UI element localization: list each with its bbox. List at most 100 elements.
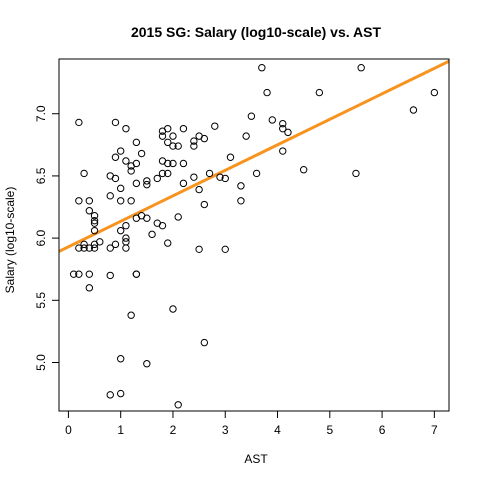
data-point bbox=[90, 216, 99, 225]
data-point bbox=[111, 153, 120, 161]
y-tick-label: 5.5 bbox=[34, 292, 48, 309]
data-point bbox=[106, 271, 114, 280]
chart-title: 2015 SG: Salary (log10-scale) vs. AST bbox=[131, 24, 381, 40]
data-point bbox=[179, 124, 188, 133]
data-point bbox=[85, 197, 94, 205]
data-point bbox=[143, 177, 151, 185]
data-point bbox=[148, 230, 156, 239]
data-point bbox=[85, 207, 94, 215]
data-point bbox=[132, 270, 141, 278]
data-point bbox=[216, 173, 224, 181]
data-point bbox=[190, 173, 198, 181]
data-point bbox=[80, 244, 88, 252]
data-point bbox=[90, 244, 99, 252]
data-point bbox=[111, 118, 120, 127]
data-point bbox=[169, 132, 177, 140]
data-point bbox=[315, 88, 324, 97]
data-point bbox=[190, 137, 198, 145]
data-point bbox=[106, 244, 114, 252]
data-point bbox=[75, 197, 83, 205]
data-point bbox=[116, 147, 125, 155]
data-point bbox=[75, 270, 83, 278]
data-point bbox=[164, 159, 172, 168]
data-point bbox=[85, 270, 94, 278]
data-point bbox=[90, 212, 99, 220]
data-point bbox=[132, 179, 141, 188]
data-point bbox=[195, 185, 203, 194]
data-point bbox=[279, 124, 287, 133]
x-tick-label: 0 bbox=[65, 423, 72, 437]
data-point bbox=[127, 197, 135, 205]
data-point bbox=[279, 119, 287, 128]
data-point bbox=[158, 221, 167, 230]
data-point bbox=[90, 226, 99, 235]
data-point bbox=[137, 149, 146, 158]
data-point bbox=[190, 142, 198, 150]
data-point bbox=[122, 221, 130, 230]
data-point bbox=[357, 64, 365, 72]
x-tick-label: 7 bbox=[431, 423, 438, 437]
data-point bbox=[242, 132, 250, 140]
data-point bbox=[200, 200, 209, 209]
x-tick-label: 4 bbox=[274, 423, 281, 437]
data-point bbox=[169, 142, 177, 150]
data-point bbox=[164, 239, 172, 247]
data-point bbox=[69, 270, 78, 278]
data-point bbox=[200, 338, 209, 347]
data-point bbox=[106, 391, 114, 399]
data-point bbox=[122, 124, 130, 133]
data-point bbox=[221, 174, 229, 183]
data-point bbox=[111, 174, 120, 183]
data-point bbox=[247, 112, 256, 120]
data-point bbox=[409, 106, 418, 114]
data-point bbox=[263, 88, 271, 97]
fit-line-layer bbox=[59, 59, 449, 253]
data-point bbox=[116, 184, 125, 193]
data-point bbox=[153, 174, 161, 183]
data-point bbox=[211, 122, 219, 130]
data-point bbox=[80, 240, 88, 249]
data-point bbox=[132, 138, 141, 147]
x-tick-label: 1 bbox=[117, 423, 124, 437]
data-point bbox=[237, 182, 245, 190]
data-point bbox=[116, 197, 125, 205]
data-point bbox=[75, 118, 83, 127]
data-point bbox=[226, 153, 235, 161]
data-points bbox=[69, 64, 439, 409]
data-point bbox=[195, 245, 203, 254]
data-point bbox=[85, 244, 94, 252]
data-point bbox=[268, 116, 276, 124]
y-axis: 5.0 5.5 6.0 6.5 7.0 bbox=[34, 105, 60, 371]
data-point bbox=[205, 169, 214, 178]
data-point bbox=[143, 214, 151, 222]
data-point bbox=[116, 389, 125, 398]
data-point bbox=[143, 180, 151, 189]
data-point bbox=[85, 284, 94, 292]
data-point bbox=[237, 197, 245, 205]
data-point bbox=[132, 159, 141, 168]
data-point bbox=[143, 360, 151, 368]
data-point bbox=[169, 305, 177, 313]
data-point bbox=[169, 159, 177, 168]
data-point bbox=[174, 142, 182, 150]
data-point bbox=[122, 157, 130, 165]
x-tick-label: 2 bbox=[170, 423, 177, 437]
regression-line bbox=[59, 59, 449, 253]
y-axis-label: Salary (log10-scale) bbox=[3, 187, 17, 294]
y-tick-label: 6.5 bbox=[34, 167, 48, 184]
y-tick-label: 7.0 bbox=[34, 105, 48, 122]
data-point bbox=[164, 138, 172, 147]
data-point bbox=[164, 169, 172, 178]
data-point bbox=[122, 234, 130, 242]
data-point bbox=[200, 134, 209, 143]
data-point bbox=[106, 192, 114, 200]
data-point bbox=[174, 401, 182, 409]
data-point bbox=[279, 147, 287, 155]
data-point bbox=[352, 169, 360, 178]
data-point bbox=[111, 240, 120, 249]
data-point bbox=[164, 124, 172, 133]
data-point bbox=[252, 169, 261, 178]
data-point bbox=[116, 226, 125, 235]
data-point bbox=[158, 169, 167, 178]
